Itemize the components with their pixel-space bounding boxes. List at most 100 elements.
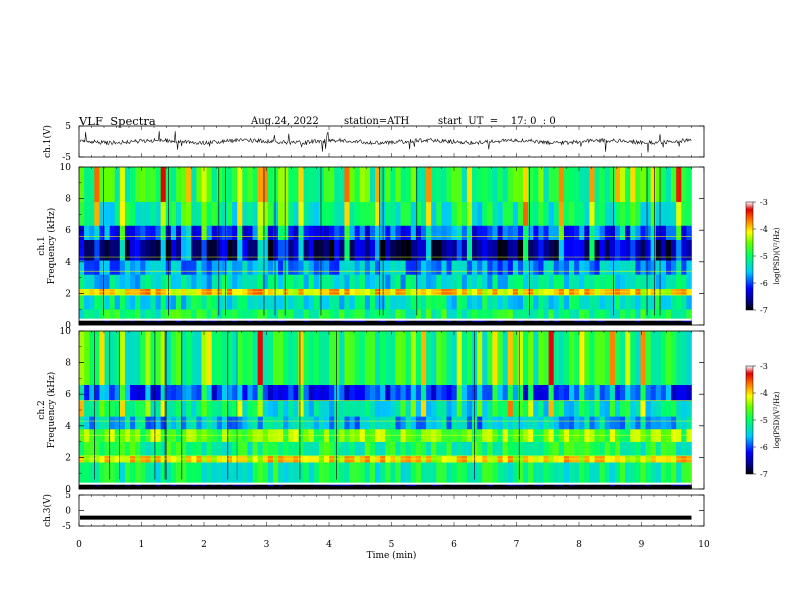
spectrogram-cell [130, 167, 136, 203]
spectrogram-cell [145, 462, 151, 483]
spectrogram-cell [574, 167, 580, 203]
spectrogram-cell [375, 225, 381, 240]
spectrogram-cell [574, 384, 580, 401]
spectrogram-cell [369, 482, 376, 490]
spectrogram-cell [140, 416, 146, 430]
spectrogram-cell [237, 400, 243, 417]
spectrogram-cell [574, 331, 580, 386]
spectrogram-cell [507, 309, 514, 319]
spectrogram-cell [119, 384, 126, 401]
spectrogram-cell [313, 318, 320, 326]
spectrogram-cell [293, 384, 299, 401]
spectrogram-cell [181, 225, 187, 240]
spectrogram-cell [497, 239, 503, 261]
spectrogram-cell [155, 331, 161, 386]
spectrogram-cell [308, 441, 315, 457]
spectrogram-cell [456, 294, 463, 310]
spectrogram-cell [410, 482, 417, 490]
ch1-spectrogram-colorbar-label: log(PSD)(V²/Hz) [773, 227, 781, 284]
spectrogram-cell [523, 318, 529, 326]
spectrogram-cell [461, 318, 468, 326]
spectrogram-cell [334, 309, 340, 319]
spectrogram-cell [359, 167, 366, 203]
spectrogram-cell [206, 482, 212, 490]
spectrogram-cell [655, 331, 662, 386]
spectrogram-cell [497, 462, 503, 483]
spectrogram-cell [278, 318, 284, 326]
spectrogram-cell [431, 239, 437, 261]
spectrogram-cell [390, 309, 396, 319]
spectrogram-cell [211, 260, 218, 275]
spectrogram-cell [579, 331, 585, 386]
spectrogram-cell [308, 201, 315, 226]
spectrogram-cell [405, 462, 412, 483]
spectrogram-cell [114, 400, 121, 417]
spectrogram-cell [528, 274, 534, 289]
colorbar-tick-label: -7 [760, 306, 768, 315]
spectrogram-cell [441, 201, 447, 226]
spectrogram-cell [104, 260, 110, 275]
spectrogram-cell [482, 201, 488, 226]
spectrogram-cell [671, 309, 677, 319]
spectrogram-cell [329, 331, 335, 386]
spectrogram-cell [99, 482, 105, 490]
spectrogram-cell [655, 384, 662, 401]
spectrogram-cell [415, 318, 422, 326]
spectrogram-cell [84, 239, 90, 261]
spectrogram-cell [344, 331, 350, 386]
spectrogram-cell [507, 400, 514, 417]
spectrogram-cell [283, 201, 289, 226]
spectrogram-cell [354, 201, 361, 226]
spectrogram-cell [329, 294, 335, 310]
spectrogram-cell [334, 318, 340, 326]
spectrogram-cell [170, 416, 177, 430]
spectrogram-cell [130, 400, 136, 417]
spectrogram-cell [655, 318, 662, 326]
spectrogram-cell [665, 482, 672, 490]
ch1-spectrogram-ylabel-frequency: Frequency (kHz) [46, 208, 57, 285]
spectrogram-cell [79, 260, 85, 275]
spectrogram-cell [436, 167, 442, 203]
spectrogram-cell [186, 416, 192, 430]
spectrogram-cell [181, 462, 187, 483]
spectrogram-cell [604, 274, 611, 289]
spectrogram-cell [569, 260, 575, 275]
spectrogram-cell [466, 260, 473, 275]
spectrogram-cell [466, 441, 473, 457]
spectrogram-cell [380, 441, 386, 457]
spectrogram-cell [140, 441, 146, 457]
spectrogram-cell [614, 274, 621, 289]
spectrogram-cell [640, 331, 646, 386]
spectrogram-cell [318, 294, 325, 310]
spectrogram-cell [104, 309, 110, 319]
spectrogram-cell [502, 260, 509, 275]
spectrogram-cell [395, 482, 401, 490]
spectrogram-cell [528, 441, 534, 457]
spectrogram-cell [252, 400, 258, 417]
spectrogram-cell [155, 318, 161, 326]
spectrogram-cell [211, 482, 218, 490]
spectrogram-cell [380, 331, 386, 386]
spectrogram-cell [308, 274, 315, 289]
spectrogram-cell [369, 225, 376, 240]
spectrogram-cell [369, 441, 376, 457]
spectrogram-cell [523, 239, 529, 261]
spectrogram-cell [390, 318, 396, 326]
spectrogram-cell [232, 239, 238, 261]
spectrogram-cell [574, 482, 580, 490]
spectrogram-cell [512, 294, 519, 310]
spectrogram-cell [640, 462, 646, 483]
spectrogram-cell [385, 416, 391, 430]
spectrogram-cell [79, 294, 85, 310]
spectrogram-cell [563, 462, 570, 483]
spectrogram-cell [584, 416, 590, 430]
spectrogram-cell [364, 400, 371, 417]
chart-date: Aug.24, 2022 [251, 116, 319, 127]
spectrogram-cell [94, 274, 100, 289]
spectrogram-cell [89, 309, 95, 319]
spectrogram-cell [145, 318, 151, 326]
spectrogram-cell [385, 260, 391, 275]
spectrogram-cell [247, 294, 253, 310]
spectrogram-cell [426, 225, 432, 240]
spectrogram-cell [181, 201, 187, 226]
